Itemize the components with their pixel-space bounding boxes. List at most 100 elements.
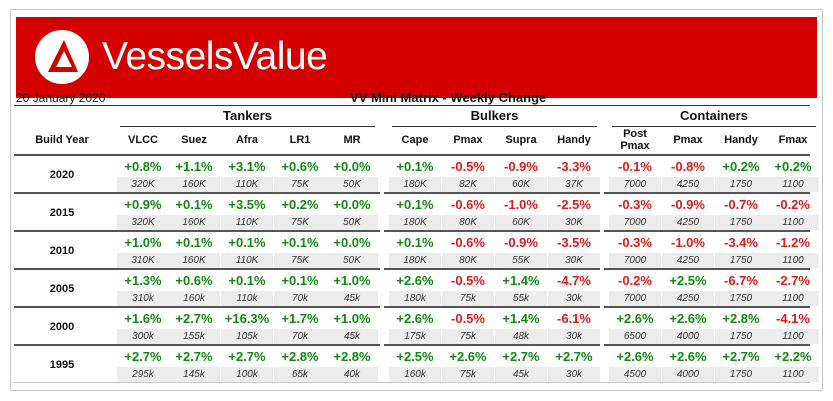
weekly-change-value: +0.1% [281, 273, 319, 288]
vessel-size-value: 6500 [609, 329, 661, 344]
vessel-size-value: 30k [548, 291, 600, 306]
row-divider [14, 306, 810, 308]
vessel-size-value: 310K [117, 253, 169, 268]
column-header: Suez [181, 134, 207, 146]
column-header: Afra [235, 134, 258, 146]
vessel-size-value: 75K [274, 177, 326, 192]
vessel-size-value: 40k [326, 367, 378, 382]
build-year: 2005 [49, 283, 75, 295]
row-header-label: Build Year [35, 134, 89, 146]
vessel-size-value: 30K [548, 253, 600, 268]
weekly-change-value: +0.1% [396, 197, 434, 212]
vessel-size-value: 70k [274, 291, 326, 306]
group-underline [392, 126, 597, 127]
group-separator [380, 156, 384, 382]
group-header: Tankers [223, 108, 272, 123]
weekly-change-value: -0.3% [618, 197, 652, 212]
vessel-size-value: 4250 [662, 291, 714, 306]
vessel-size-value: 7000 [609, 177, 661, 192]
vessel-size-value: 320K [117, 215, 169, 230]
vessel-size-value: 80K [442, 215, 494, 230]
weekly-change-value: -0.5% [451, 159, 485, 174]
weekly-change-value: -6.7% [724, 273, 758, 288]
weekly-change-value: +2.6% [396, 273, 434, 288]
vessel-size-value: 310k [117, 291, 169, 306]
weekly-change-value: +0.1% [281, 235, 319, 250]
column-header: LR1 [289, 134, 311, 146]
vessel-size-value: 110K [221, 177, 273, 192]
weekly-change-value: +2.6% [669, 311, 707, 326]
vessel-size-value: 300k [117, 329, 169, 344]
weekly-change-value: +2.8% [722, 311, 760, 326]
vessel-size-value: 30K [548, 215, 600, 230]
weekly-change-value: -0.6% [451, 197, 485, 212]
vessel-size-value: 1750 [715, 253, 767, 268]
weekly-change-value: +2.7% [722, 349, 760, 364]
vessel-size-value: 1100 [767, 253, 819, 268]
vessel-size-value: 50K [326, 177, 378, 192]
vessel-size-value: 1100 [767, 215, 819, 230]
vessel-size-value: 75k [442, 291, 494, 306]
row-divider [14, 154, 810, 156]
weekly-change-value: -3.3% [557, 159, 591, 174]
vessel-size-value: 7000 [609, 215, 661, 230]
vessel-size-value: 80K [442, 253, 494, 268]
group-underline [612, 126, 816, 127]
weekly-change-value: +2.5% [396, 349, 434, 364]
column-header: Pmax [453, 134, 483, 146]
weekly-change-value: -6.1% [557, 311, 591, 326]
report-date: 20 January 2020 [16, 91, 106, 105]
weekly-change-value: +0.1% [228, 273, 266, 288]
vessel-size-value: 4000 [662, 367, 714, 382]
weekly-change-value: +0.1% [228, 235, 266, 250]
weekly-change-value: -4.1% [776, 311, 810, 326]
column-header: Post Pmax [620, 128, 650, 152]
row-divider [14, 382, 810, 383]
header-divider [14, 105, 810, 106]
vessel-size-value: 1100 [767, 329, 819, 344]
column-header: Handy [557, 134, 591, 146]
vessel-size-value: 50K [326, 253, 378, 268]
vessel-size-value: 1750 [715, 215, 767, 230]
weekly-change-value: +0.2% [774, 159, 812, 174]
column-header: VLCC [128, 134, 158, 146]
weekly-change-value: +16.3% [224, 311, 270, 326]
vessel-size-value: 75k [442, 329, 494, 344]
vessel-size-value: 70k [274, 329, 326, 344]
vessel-size-value: 7000 [609, 291, 661, 306]
vessel-size-value: 75K [274, 253, 326, 268]
weekly-change-value: -0.7% [724, 197, 758, 212]
weekly-change-value: +0.1% [396, 235, 434, 250]
vessel-size-value: 110k [221, 291, 273, 306]
column-header: Fmax [778, 134, 808, 146]
weekly-change-value: +0.9% [124, 197, 162, 212]
vessel-size-value: 1750 [715, 291, 767, 306]
weekly-change-value: -2.7% [776, 273, 810, 288]
weekly-change-value: +1.6% [124, 311, 162, 326]
weekly-change-value: +0.1% [175, 197, 213, 212]
group-header: Containers [680, 108, 748, 123]
weekly-change-value: -1.0% [671, 235, 705, 250]
weekly-change-value: -0.5% [451, 273, 485, 288]
weekly-change-value: -0.8% [671, 159, 705, 174]
weekly-change-value: +2.6% [616, 349, 654, 364]
matrix-frame: VesselsValue [10, 9, 823, 391]
weekly-change-value: -0.1% [618, 159, 652, 174]
group-underline [120, 126, 375, 127]
weekly-change-value: +1.4% [502, 273, 540, 288]
weekly-change-value: -3.5% [557, 235, 591, 250]
brand-banner: VesselsValue [16, 17, 817, 98]
vessel-size-value: 45k [495, 367, 547, 382]
vessel-size-value: 30k [548, 329, 600, 344]
vessel-size-value: 145k [168, 367, 220, 382]
weekly-change-value: +0.6% [281, 159, 319, 174]
weekly-change-value: +2.7% [124, 349, 162, 364]
build-year: 2000 [49, 321, 75, 333]
column-header: Cape [401, 134, 429, 146]
vessel-size-value: 30k [548, 367, 600, 382]
vessel-size-value: 295k [117, 367, 169, 382]
vessel-size-value: 1750 [715, 177, 767, 192]
weekly-change-value: +1.4% [502, 311, 540, 326]
weekly-change-value: +2.6% [396, 311, 434, 326]
weekly-change-value: +0.2% [281, 197, 319, 212]
